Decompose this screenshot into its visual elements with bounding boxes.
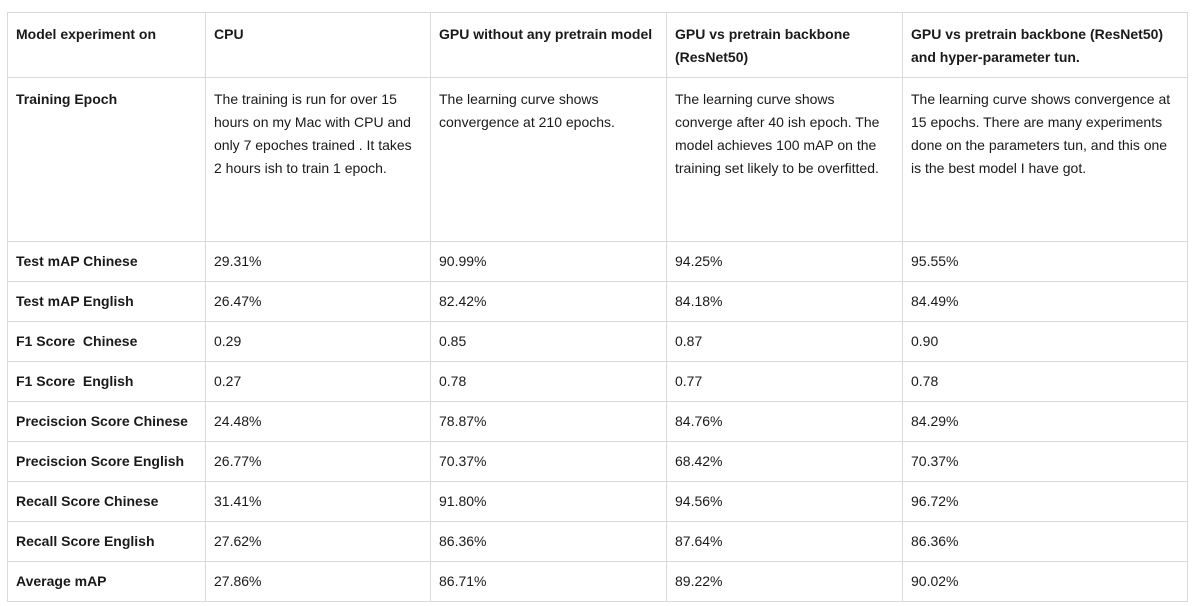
- table-cell: 87.64%: [666, 521, 903, 562]
- comparison-table: Model experiment on CPU GPU without any …: [7, 12, 1188, 602]
- table-cell: 94.56%: [666, 481, 903, 522]
- table-row: Test mAP Chinese 29.31% 90.99% 94.25% 95…: [7, 241, 1188, 282]
- table-cell: 0.27: [205, 361, 431, 402]
- table-row: Test mAP English 26.47% 82.42% 84.18% 84…: [7, 281, 1188, 322]
- table-cell: 84.29%: [902, 401, 1188, 442]
- table-cell: 91.80%: [430, 481, 667, 522]
- table-cell: 86.36%: [430, 521, 667, 562]
- table-row: Preciscion Score English 26.77% 70.37% 6…: [7, 441, 1188, 482]
- table-cell: 70.37%: [430, 441, 667, 482]
- table-row-training-epoch: Training Epoch The training is run for o…: [7, 77, 1188, 242]
- table-cell: 70.37%: [902, 441, 1188, 482]
- table-cell: 84.49%: [902, 281, 1188, 322]
- table-cell: The learning curve shows convergence at …: [430, 77, 667, 242]
- table-cell: 95.55%: [902, 241, 1188, 282]
- header-cell-model-experiment: Model experiment on: [7, 12, 206, 78]
- table-cell: 0.90: [902, 321, 1188, 362]
- table-cell: 0.78: [430, 361, 667, 402]
- table-cell: 86.36%: [902, 521, 1188, 562]
- row-label: Preciscion Score Chinese: [7, 401, 206, 442]
- table-cell: 89.22%: [666, 561, 903, 602]
- row-label: F1 Score English: [7, 361, 206, 402]
- row-label: F1 Score Chinese: [7, 321, 206, 362]
- row-label: Average mAP: [7, 561, 206, 602]
- table-row: Recall Score English 27.62% 86.36% 87.64…: [7, 521, 1188, 562]
- table-cell: 0.87: [666, 321, 903, 362]
- table-cell: 84.76%: [666, 401, 903, 442]
- table-cell: 0.78: [902, 361, 1188, 402]
- table-cell: 84.18%: [666, 281, 903, 322]
- header-cell-gpu-no-pretrain: GPU without any pretrain model: [430, 12, 667, 78]
- table-row: Recall Score Chinese 31.41% 91.80% 94.56…: [7, 481, 1188, 522]
- table-cell: 27.86%: [205, 561, 431, 602]
- table-cell: 26.47%: [205, 281, 431, 322]
- table-cell: The learning curve shows converge after …: [666, 77, 903, 242]
- table-cell: 31.41%: [205, 481, 431, 522]
- header-cell-gpu-pretrain: GPU vs pretrain backbone (ResNet50): [666, 12, 903, 78]
- table-cell: 94.25%: [666, 241, 903, 282]
- table-cell: The training is run for over 15 hours on…: [205, 77, 431, 242]
- table-row: Average mAP 27.86% 86.71% 89.22% 90.02%: [7, 561, 1188, 602]
- table-cell: 0.29: [205, 321, 431, 362]
- table-row: F1 Score English 0.27 0.78 0.77 0.78: [7, 361, 1188, 402]
- row-label: Recall Score Chinese: [7, 481, 206, 522]
- table-cell: 96.72%: [902, 481, 1188, 522]
- table-cell: 90.99%: [430, 241, 667, 282]
- header-cell-gpu-pretrain-tuned: GPU vs pretrain backbone (ResNet50) and …: [902, 12, 1188, 78]
- table-cell: 86.71%: [430, 561, 667, 602]
- table-row: F1 Score Chinese 0.29 0.85 0.87 0.90: [7, 321, 1188, 362]
- table-cell: 27.62%: [205, 521, 431, 562]
- row-label: Training Epoch: [7, 77, 206, 242]
- table-cell: 78.87%: [430, 401, 667, 442]
- table-cell: 0.77: [666, 361, 903, 402]
- comparison-table-container: Model experiment on CPU GPU without any …: [7, 12, 1188, 602]
- table-cell: 24.48%: [205, 401, 431, 442]
- table-row: Preciscion Score Chinese 24.48% 78.87% 8…: [7, 401, 1188, 442]
- row-label: Preciscion Score English: [7, 441, 206, 482]
- table-cell: 82.42%: [430, 281, 667, 322]
- table-cell: 0.85: [430, 321, 667, 362]
- table-header-row: Model experiment on CPU GPU without any …: [7, 12, 1188, 78]
- table-cell: 68.42%: [666, 441, 903, 482]
- row-label: Test mAP English: [7, 281, 206, 322]
- table-cell: 90.02%: [902, 561, 1188, 602]
- row-label: Recall Score English: [7, 521, 206, 562]
- table-cell: 26.77%: [205, 441, 431, 482]
- table-cell: 29.31%: [205, 241, 431, 282]
- header-cell-cpu: CPU: [205, 12, 431, 78]
- row-label: Test mAP Chinese: [7, 241, 206, 282]
- table-cell: The learning curve shows convergence at …: [902, 77, 1188, 242]
